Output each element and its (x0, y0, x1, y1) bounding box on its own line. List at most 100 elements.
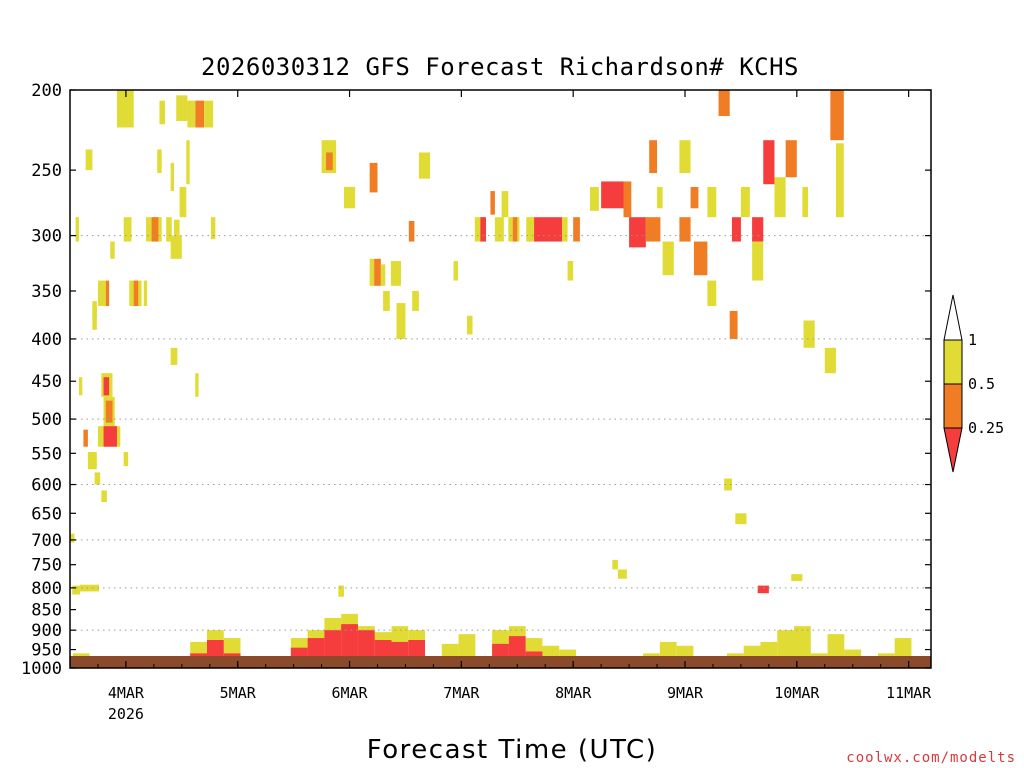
heatmap-cell (466, 315, 473, 335)
heatmap-cell (343, 186, 356, 209)
heatmap-cell (396, 303, 406, 339)
heatmap-cell (512, 217, 518, 242)
heatmap-cell (803, 320, 815, 348)
x-axis-title: Forecast Time (UTC) (367, 735, 658, 765)
plot-frame (69, 89, 932, 669)
credit-link[interactable]: coolwx.com/modelts (846, 750, 1016, 766)
heatmap-cell (718, 90, 730, 116)
heatmap-cell (690, 186, 699, 209)
heatmap-cell (133, 280, 139, 307)
heatmap-cell (408, 220, 415, 242)
legend-swatch (943, 339, 963, 385)
heatmap-cell (490, 191, 495, 215)
heatmap-cell (369, 162, 378, 193)
heatmap-cell (729, 310, 738, 339)
heatmap-cell (453, 261, 459, 281)
heatmap-cell (418, 152, 431, 179)
heatmap-cell (412, 290, 419, 311)
heatmap-cell (791, 574, 803, 582)
x-tick-sublabel: 2026 (108, 705, 144, 723)
heatmap-cell (383, 290, 390, 311)
legend-label: 0.25 (968, 419, 1004, 437)
y-tick-label: 200 (31, 81, 62, 101)
heatmap-cell (824, 347, 836, 374)
heatmap-cell (526, 217, 535, 242)
heatmap-cell (123, 217, 132, 242)
heatmap-cell (369, 258, 375, 286)
y-tick-label: 950 (31, 641, 62, 661)
chart-title: 2026030312 GFS Forecast Richardson# KCHS (201, 53, 799, 81)
heatmap-cell (501, 191, 509, 218)
heatmap-cell (649, 140, 658, 173)
heatmap-cell (78, 377, 83, 396)
heatmap-cell (83, 429, 88, 447)
heatmap-cell (166, 217, 172, 242)
heatmap-cell (97, 280, 106, 307)
heatmap-cell (494, 217, 504, 242)
y-tick-label: 900 (31, 621, 62, 641)
heatmap-cell (105, 280, 110, 307)
heatmap-cell (679, 217, 691, 242)
y-tick-label: 850 (31, 601, 62, 621)
heatmap-cell (802, 186, 808, 218)
x-tick-label: 4MAR (108, 684, 145, 702)
heatmap-cell (573, 217, 580, 242)
heatmap-cell (143, 280, 148, 307)
y-tick-label: 750 (31, 556, 62, 576)
heatmap-cell (757, 585, 769, 594)
y-tick-label: 700 (31, 531, 62, 551)
heatmap-cell (187, 100, 196, 128)
heatmap-cell (724, 478, 732, 491)
heatmap-cell (151, 217, 159, 242)
heatmap-cell (170, 162, 174, 192)
heatmap-cell (645, 217, 661, 242)
heatmap-cell (763, 140, 775, 185)
heatmap-cell (110, 241, 115, 259)
heatmap-cell (830, 90, 844, 141)
heatmap-cell (105, 400, 113, 423)
y-tick-label: 450 (31, 372, 62, 392)
x-tick-label: 11MAR (886, 684, 932, 702)
heatmap-cell (374, 258, 381, 286)
heatmap-cell (731, 217, 741, 242)
y-tick-label: 1000 (21, 659, 62, 679)
heatmap-cell (612, 559, 618, 570)
legend-label: 1 (968, 331, 977, 349)
heatmap-cell (562, 217, 568, 242)
legend-swatch-below (943, 427, 963, 473)
x-tick-label: 7MAR (443, 684, 480, 702)
y-axis: 200 250 300 350 400 450 500 550 600 650 700 750 8008… (21, 81, 931, 679)
heatmap-cell (94, 472, 101, 485)
x-tick-label: 9MAR (667, 684, 704, 702)
y-tick-label: 300 (31, 227, 62, 247)
heatmap-cell (204, 100, 214, 128)
heatmap-cell (601, 181, 624, 209)
y-tick-label: 650 (31, 504, 62, 524)
heatmap-cell (380, 264, 386, 286)
y-tick-label: 600 (31, 476, 62, 496)
gridlines (70, 235, 931, 669)
heatmap-cell (159, 100, 166, 125)
heatmap-cell (70, 533, 75, 543)
heatmap-cell (80, 584, 100, 592)
heatmap-cell (103, 426, 117, 447)
legend-label: 0.5 (968, 375, 995, 393)
heatmap-cell (480, 217, 486, 242)
heatmap-cell (623, 181, 632, 218)
heatmap-cell (629, 217, 646, 248)
heatmap-cell (75, 217, 79, 242)
heatmap-cell (170, 235, 182, 259)
heatmap-cell (123, 451, 129, 467)
heatmap-cell (707, 186, 717, 218)
heatmap-cell (774, 177, 786, 218)
heatmap-cell (195, 100, 205, 128)
y-tick-label: 350 (31, 282, 62, 302)
x-axis: 4MAR 2026 5MAR 6MAR 7MAR 8MAR 9MAR 10MAR 11MAR (97, 90, 932, 723)
heatmap-cell (85, 149, 93, 171)
heatmap-cell (752, 241, 764, 281)
heatmap-cell (157, 149, 162, 173)
x-tick-label: 8MAR (555, 684, 592, 702)
y-tick-label: 550 (31, 444, 62, 464)
heatmap-cell (72, 585, 81, 595)
